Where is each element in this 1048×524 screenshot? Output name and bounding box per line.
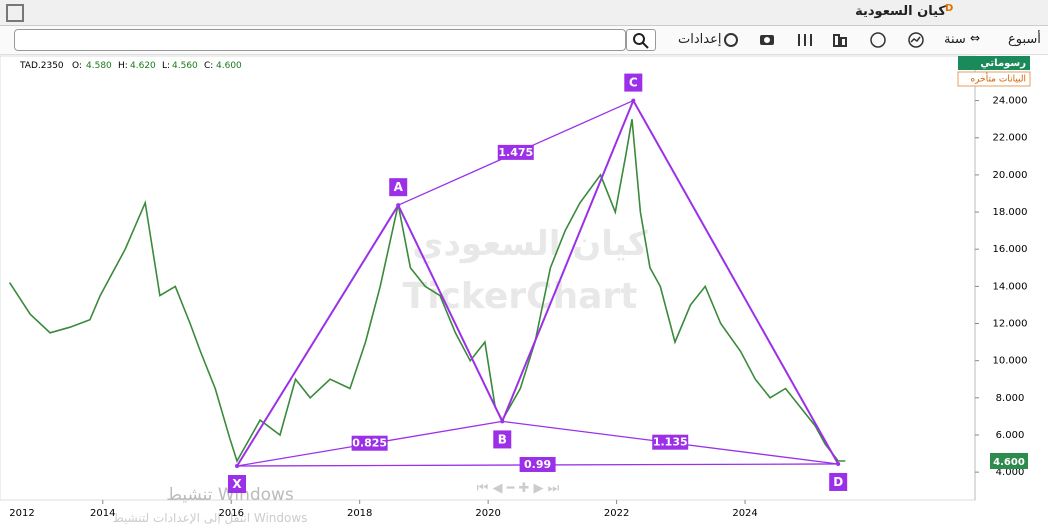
- y-tick-label: 10.000: [993, 356, 1028, 367]
- point-label: D: [833, 475, 843, 489]
- title-bar: كيان السعودية D: [0, 0, 1048, 26]
- windows-hint: انتقل إلى الإعدادات لتنشيط Windows: [113, 511, 308, 524]
- nav-controls[interactable]: ⏮ ◀ ━ ✚ ▶ ⏭: [477, 481, 560, 496]
- x-tick-label: 2024: [732, 508, 757, 519]
- ratio-box: [497, 144, 534, 160]
- y-tick-label: 18.000: [993, 207, 1028, 218]
- toolbar-icons: [724, 32, 924, 48]
- legend-label: H:: [118, 61, 128, 71]
- week-button[interactable]: أسبوع: [1008, 32, 1041, 47]
- y-tick-label: 24.000: [993, 96, 1028, 107]
- y-tick-label: 14.000: [993, 281, 1028, 292]
- x-tick-label: 2012: [9, 508, 34, 519]
- pattern-point: [396, 203, 401, 208]
- windows-title: تنشيط Windows: [166, 485, 294, 505]
- search-button[interactable]: [626, 29, 656, 51]
- x-tick-label: 2018: [347, 508, 372, 519]
- link-icon: ⇔: [970, 31, 981, 45]
- pattern-point: [631, 98, 636, 103]
- pattern-point: [836, 461, 841, 466]
- window-title: كيان السعودية: [855, 4, 946, 19]
- x-tick-label: 2022: [604, 508, 629, 519]
- legend-value: 4.560: [172, 61, 198, 71]
- legend-value: 4.620: [130, 61, 156, 71]
- point-label: A: [394, 180, 404, 194]
- watermark-brand: TickerChart: [403, 276, 638, 317]
- point-box: [829, 472, 848, 491]
- y-tick-label: 8.000: [996, 393, 1025, 404]
- point-box: [493, 430, 512, 449]
- x-tick-label: 2014: [90, 508, 115, 519]
- delay-badge: [957, 71, 1031, 87]
- legend-symbol: TAD.2350: [19, 61, 64, 71]
- toolbar: إعدادات سنة ⇔ أسبوع: [0, 26, 1048, 55]
- ratio-label: 1.135: [653, 436, 688, 449]
- y-tick-label: 6.000: [996, 430, 1025, 441]
- price-tag-label: 4.600: [993, 457, 1025, 468]
- legend-label: O:: [72, 61, 82, 71]
- year-button[interactable]: سنة: [944, 32, 966, 47]
- window-button[interactable]: [6, 4, 24, 22]
- x-tick-label: 2016: [218, 508, 243, 519]
- y-tick-label: 22.000: [993, 133, 1028, 144]
- search-box[interactable]: [14, 29, 626, 51]
- plot-area: [0, 55, 976, 501]
- y-tick-label: 12.000: [993, 319, 1028, 330]
- y-tick-label: 4.000: [996, 467, 1025, 478]
- ratio-label: 0.99: [524, 458, 551, 471]
- delay-label: البيانات متأخره: [970, 72, 1026, 85]
- ratio-label: 0.825: [352, 437, 387, 450]
- legend-value: 4.600: [216, 61, 242, 71]
- watermark-name: كيان السعودي: [412, 224, 648, 264]
- pattern-leg: [236, 204, 400, 467]
- pattern-leg: [501, 100, 635, 422]
- legend-label: L:: [162, 61, 170, 71]
- y-tick-label: 16.000: [993, 244, 1028, 255]
- pattern-leg: [397, 204, 504, 422]
- ratio-box: [519, 456, 556, 472]
- ratio-label: 1.475: [498, 146, 533, 159]
- drawings-label[interactable]: رسوماتي: [980, 58, 1026, 69]
- pattern-point: [500, 419, 505, 424]
- point-box: [228, 475, 247, 494]
- ratio-box: [351, 435, 388, 451]
- pattern-point: [235, 464, 240, 469]
- point-box: [389, 178, 408, 197]
- drawings-badge[interactable]: [958, 56, 1030, 70]
- x-tick-label: 2020: [475, 508, 500, 519]
- pattern-leg: [632, 100, 840, 465]
- ratio-box: [652, 434, 689, 450]
- price-line: [8, 119, 846, 463]
- legend-value: 4.580: [86, 61, 112, 71]
- point-label: B: [498, 432, 507, 446]
- legend-label: C:: [204, 61, 213, 71]
- point-box: [624, 73, 643, 92]
- point-label: X: [232, 477, 242, 491]
- point-label: C: [629, 76, 638, 90]
- y-tick-label: 20.000: [993, 170, 1028, 181]
- price-tag: [990, 452, 1028, 469]
- delay-flag: D: [945, 3, 954, 14]
- settings-button[interactable]: إعدادات: [678, 32, 722, 47]
